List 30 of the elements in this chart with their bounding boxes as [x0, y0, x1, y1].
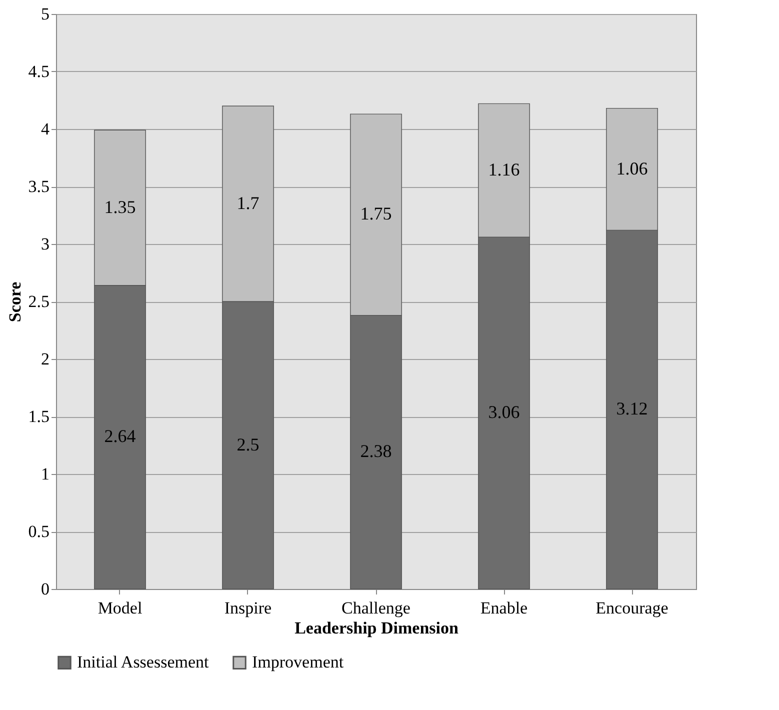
y-tick-label: 0 — [41, 580, 50, 598]
x-axis-title: Leadership Dimension — [294, 618, 459, 638]
legend-label: Improvement — [252, 652, 344, 672]
x-tick-label: Model — [98, 598, 142, 618]
x-tick-label: Encourage — [596, 598, 668, 618]
data-label: 2.5 — [236, 434, 260, 454]
data-label: 1.7 — [236, 192, 260, 213]
x-tick-label: Inspire — [224, 598, 272, 618]
y-tick-label: 1.5 — [28, 407, 50, 426]
y-tick-label: 5 — [41, 4, 50, 24]
y-tick-label: 3 — [41, 234, 50, 254]
x-tick-label: Enable — [480, 598, 528, 618]
y-tick-label: 4 — [41, 120, 50, 138]
data-label: 1.16 — [488, 159, 520, 180]
x-tick-label: Challenge — [342, 598, 410, 618]
data-label: 3.06 — [488, 402, 520, 422]
data-label: 1.75 — [360, 204, 392, 224]
y-tick-label: 2 — [41, 350, 50, 368]
data-label: 3.12 — [616, 398, 648, 419]
y-axis-title: Score — [5, 281, 24, 322]
data-label: 1.06 — [616, 158, 648, 178]
data-label: 2.38 — [360, 441, 392, 462]
y-tick-label: 2.5 — [28, 292, 50, 311]
y-tick-label: 3.5 — [28, 177, 50, 196]
y-tick-label: 4.5 — [28, 62, 50, 81]
data-label: 2.64 — [104, 426, 136, 446]
y-tick-label: 1 — [41, 464, 50, 484]
data-label: 1.35 — [104, 196, 136, 217]
y-tick-label: 0.5 — [28, 522, 50, 541]
legend-label: Initial Assessement — [77, 652, 210, 672]
